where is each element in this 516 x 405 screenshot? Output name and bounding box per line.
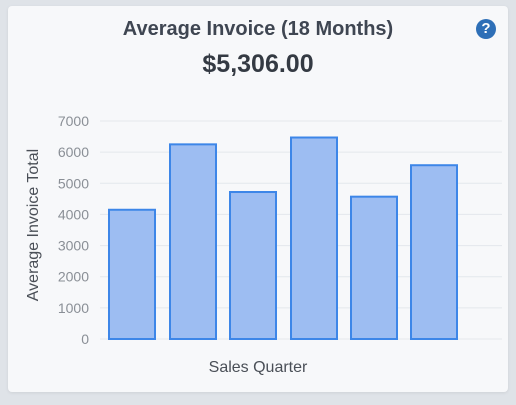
y-tick-label: 7000: [58, 113, 89, 129]
y-tick-label: 4000: [58, 206, 89, 222]
y-tick-label: 3000: [58, 238, 89, 254]
bar[interactable]: [350, 195, 398, 340]
bar[interactable]: [290, 136, 338, 340]
y-tick-label: 1000: [58, 300, 89, 316]
bar[interactable]: [229, 191, 277, 340]
bar[interactable]: [169, 143, 217, 340]
y-axis-ticks: 0 1000 2000 3000 4000 5000 6000 7000: [58, 113, 89, 347]
x-axis-label: Sales Quarter: [209, 359, 308, 376]
y-tick-label: 0: [81, 331, 89, 347]
y-tick-label: 6000: [58, 144, 89, 160]
bar[interactable]: [108, 208, 156, 340]
card-title: Average Invoice (18 Months): [122, 18, 394, 40]
average-amount: $5,306.00: [202, 50, 314, 78]
y-axis-label: Average Invoice Total: [25, 149, 42, 301]
y-tick-label: 2000: [58, 269, 89, 285]
bar[interactable]: [410, 164, 458, 340]
y-tick-label: 5000: [58, 175, 89, 191]
bars: [108, 136, 458, 340]
question-circle-icon[interactable]: ?: [476, 19, 496, 39]
